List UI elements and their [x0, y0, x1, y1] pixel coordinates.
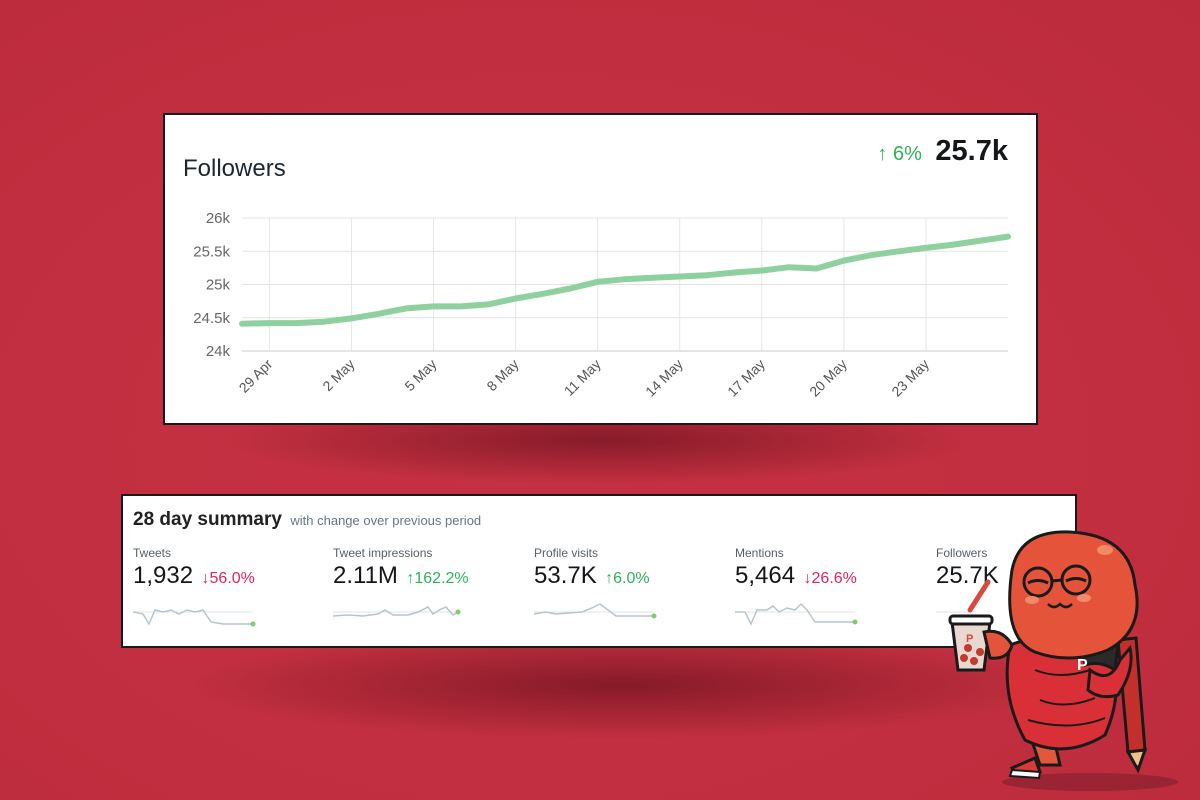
followers-data-point [431, 303, 436, 309]
metric-change: ↓56.0% [202, 570, 255, 587]
followers-data-point [841, 258, 847, 264]
metric-label: Followers [936, 546, 988, 560]
x-tick-label: 8 May [483, 356, 521, 394]
followers-data-point [622, 276, 628, 282]
followers-data-point [513, 295, 519, 301]
y-tick-label: 25k [206, 277, 231, 294]
metric-mentions[interactable]: Mentions 5,464 ↓26.6% [735, 546, 915, 590]
metric-label: Profile visits [534, 546, 599, 560]
metric-change: ↓26.6% [804, 570, 857, 587]
followers-data-point [567, 285, 573, 291]
metric-change-value: 26.6% [811, 570, 857, 587]
metric-change: ↑6.0% [605, 570, 649, 587]
metric-tweets[interactable]: Tweets 1,932 ↓56.0% [133, 546, 313, 590]
hoodie-logo: P [1077, 657, 1088, 674]
y-tick-label: 24k [206, 343, 231, 360]
metric-change: ↑162.2% [406, 570, 468, 587]
followers-data-point [458, 303, 464, 309]
summary-title: 28 day summary [133, 509, 282, 530]
followers-data-point [595, 279, 601, 285]
followers-header-stats: ↑ 6% 25.7k [877, 135, 1008, 168]
arrow-down-icon: ↓ [803, 570, 812, 587]
followers-data-point [348, 315, 354, 321]
followers-data-point [950, 242, 956, 248]
followers-data-point [759, 268, 765, 274]
followers-data-point [266, 320, 272, 326]
arrow-up-icon: ↑ [877, 143, 888, 165]
x-tick-label: 23 May [888, 356, 932, 400]
metric-change-value: 56.0% [209, 570, 255, 587]
followers-data-point [704, 272, 710, 278]
sparkline-tweets [133, 609, 256, 627]
followers-change: ↑ 6% [877, 143, 927, 165]
followers-data-point [868, 252, 874, 258]
followers-data-point [376, 311, 382, 317]
y-tick-label: 24.5k [193, 310, 230, 327]
followers-data-point [321, 319, 327, 325]
summary-card-shadow [180, 630, 1060, 740]
metric-value: 2.11M [333, 562, 398, 589]
x-tick-label: 11 May [561, 356, 604, 399]
x-tick-label: 5 May [401, 356, 439, 394]
followers-data-point [540, 291, 546, 297]
summary-card: 28 day summary with change over previous… [121, 494, 1077, 648]
sparkline-mentions [735, 602, 858, 626]
boba-cup-icon: P [948, 579, 994, 672]
followers-data-point [649, 275, 655, 281]
sparkline-profile-visits [534, 603, 657, 619]
x-tick-label: 2 May [319, 356, 357, 394]
metric-change-value: 162.2% [414, 570, 469, 587]
metric-value: 5,464 [735, 562, 796, 589]
followers-data-point [1005, 234, 1011, 240]
y-tick-label: 25.5k [193, 243, 230, 260]
y-tick-label: 26k [206, 210, 231, 227]
followers-data-point [239, 321, 245, 327]
arrow-up-icon: ↑ [605, 570, 614, 587]
followers-total: 25.7k [935, 135, 1008, 167]
followers-data-point [786, 264, 792, 270]
x-tick-label: 20 May [806, 356, 850, 400]
metric-change-value: 6.0% [613, 570, 650, 587]
sparkline-tweet-impressions [333, 606, 461, 617]
followers-data-point [731, 270, 737, 276]
mascot-character-icon: P P [948, 530, 1178, 791]
metric-label: Tweets [133, 546, 172, 560]
x-tick-label: 14 May [642, 356, 686, 400]
arrow-up-icon: ↑ [406, 570, 415, 587]
metric-value: 53.7K [534, 562, 597, 589]
followers-data-point [814, 266, 819, 272]
metric-label: Tweet impressions [333, 546, 433, 560]
summary-header: 28 day summary with change over previous… [133, 509, 481, 531]
metric-tweet-impressions[interactable]: Tweet impressions 2.11M ↑162.2% [333, 546, 513, 590]
followers-change-value: 6% [892, 143, 922, 165]
metric-value: 1,932 [133, 562, 194, 589]
followers-line-chart: 24k 24.5k 25k 25.5k 26k 29 Apr 2 May 5 May 8 May… [193, 210, 1011, 400]
followers-data-point [923, 245, 929, 251]
followers-data-point [677, 274, 683, 280]
arrow-down-icon: ↓ [201, 570, 210, 587]
followers-data-point [485, 301, 491, 307]
followers-data-point [403, 305, 409, 311]
followers-title: Followers [183, 155, 286, 182]
metric-profile-visits[interactable]: Profile visits 53.7K ↑6.0% [534, 546, 714, 590]
summary-subtitle: with change over previous period [290, 513, 482, 528]
followers-data-point [294, 320, 300, 326]
followers-card: Followers ↑ 6% 25.7k 24k 24.5k 25k 25.5k 26k… [163, 113, 1038, 425]
x-tick-label: 17 May [724, 356, 768, 400]
x-tick-label: 29 Apr [236, 356, 276, 396]
followers-data-point [978, 238, 984, 244]
cup-logo: P [966, 633, 973, 645]
followers-data-point [896, 248, 902, 254]
metric-label: Mentions [735, 546, 784, 560]
mascot-shadow [1002, 773, 1178, 791]
